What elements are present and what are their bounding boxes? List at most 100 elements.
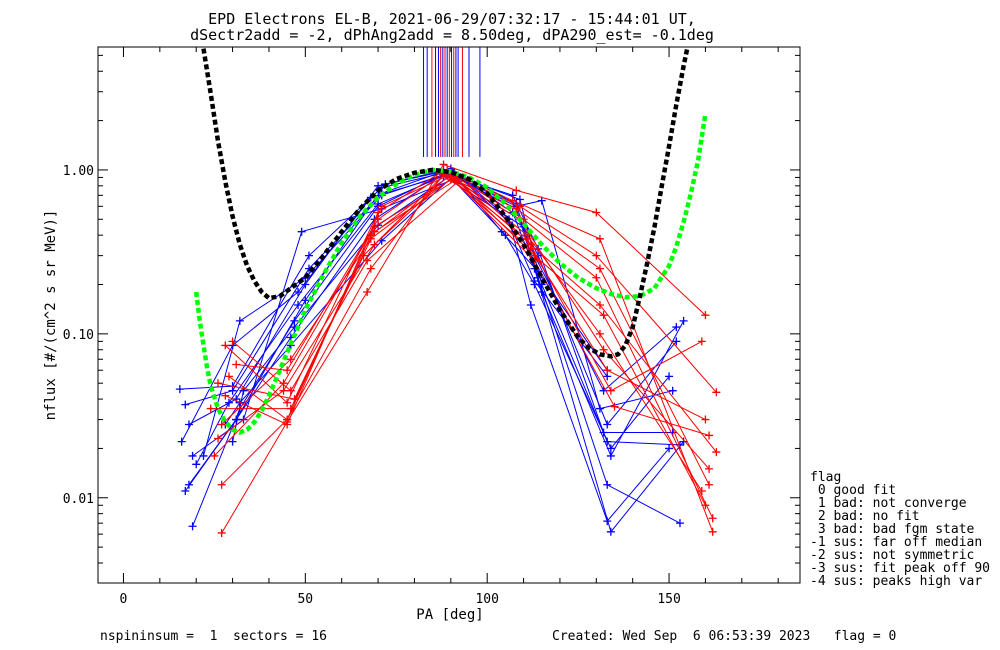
series-8-point-8 <box>672 337 681 346</box>
series-0-point-0 <box>175 385 184 394</box>
legend: flag 0 good fit 1 bad: not converge 2 ba… <box>810 470 990 589</box>
black-fit-curve <box>201 48 690 359</box>
series-15-point-1 <box>283 398 292 407</box>
series-8-point-0 <box>192 460 201 469</box>
series-15-point-5 <box>595 264 604 273</box>
series-18-point-6 <box>701 501 710 510</box>
chart-title-line-2: dSectr2add = -2, dPhAng2add = 8.50deg, d… <box>190 26 714 44</box>
series-14-point-0 <box>214 434 223 443</box>
series-22-line <box>225 175 703 426</box>
series-8-point-7 <box>603 420 612 429</box>
series-21-point-1 <box>286 355 295 364</box>
footer-left: nspininsum = 1 sectors = 16 <box>100 629 327 644</box>
series-8-line <box>195 175 677 465</box>
series-3-point-2 <box>294 288 303 297</box>
series-17-point-6 <box>712 448 721 457</box>
series-18-point-1 <box>286 386 295 395</box>
series-13-point-5 <box>595 234 604 243</box>
series-15-point-6 <box>705 480 714 489</box>
series-16-point-0 <box>206 404 215 413</box>
series-23-point-2 <box>370 227 379 236</box>
series-12-point-4 <box>512 186 521 195</box>
series-23-point-0 <box>214 379 223 388</box>
series-7-point-0 <box>181 486 190 495</box>
series-22-point-4 <box>523 234 532 243</box>
legend-entry-2: 2 bad: no fit <box>810 509 920 524</box>
legend-entry-5: -2 sus: not symmetric <box>810 548 974 563</box>
legend-entry-6: -3 sus: fit peak off 90 <box>810 561 990 576</box>
series-20-point-5 <box>599 345 608 354</box>
x-tick-label-1: 50 <box>297 592 313 607</box>
series-20-point-6 <box>705 464 714 473</box>
series-0-line <box>179 171 681 446</box>
series-19-point-6 <box>697 486 706 495</box>
series-8-point-1 <box>224 398 233 407</box>
series-12-line <box>221 163 706 534</box>
series-1-point-7 <box>606 451 615 460</box>
series-3-point-7 <box>606 527 615 536</box>
series-14-point-5 <box>592 251 601 260</box>
y-tick-label-1: 0.10 <box>63 328 94 343</box>
series-20-point-1 <box>283 366 292 375</box>
series-1-line <box>185 170 685 458</box>
series-15-point-0 <box>221 341 230 350</box>
series-12-point-0 <box>217 528 226 537</box>
series-19-point-5 <box>595 329 604 338</box>
footer-right: Created: Wed Sep 6 06:53:39 2023 flag = … <box>552 629 896 644</box>
series-layer <box>175 160 721 537</box>
series-0-point-5 <box>515 195 524 204</box>
series-18-point-2 <box>363 256 372 265</box>
series-22-point-2 <box>377 202 386 211</box>
series-23-point-6 <box>705 431 714 440</box>
series-17-point-5 <box>595 300 604 309</box>
series-16-point-2 <box>359 251 368 260</box>
legend-entry-3: 3 bad: bad fgm state <box>810 522 975 537</box>
series-17-point-0 <box>224 372 233 381</box>
series-2-point-7 <box>603 480 612 489</box>
series-5-point-6 <box>526 300 535 309</box>
series-12-point-6 <box>701 311 710 320</box>
series-9-point-8 <box>665 372 674 381</box>
series-9-point-0 <box>199 451 208 460</box>
series-12-point-3 <box>439 160 448 169</box>
series-14-point-6 <box>712 388 721 397</box>
series-18-point-0 <box>228 337 237 346</box>
series-5-point-2 <box>301 296 310 305</box>
series-13-point-2 <box>366 264 375 273</box>
green-fit-curve <box>193 113 708 435</box>
series-11-point-6 <box>530 277 539 286</box>
series-18-point-5 <box>599 311 608 320</box>
legend-entry-4: -1 sus: far off median <box>810 535 982 550</box>
x-tick-label-3: 150 <box>657 592 680 607</box>
series-23-point-5 <box>610 402 619 411</box>
series-12-point-2 <box>363 288 372 297</box>
series-23-point-3 <box>450 176 459 185</box>
series-13-line <box>221 169 714 532</box>
legend-title: flag <box>810 470 841 485</box>
fits-layer <box>193 48 708 435</box>
series-16-point-5 <box>592 273 601 282</box>
series-8-point-2 <box>294 300 303 309</box>
series-5-point-0 <box>184 480 193 489</box>
series-21-point-6 <box>701 415 710 424</box>
series-10-point-5 <box>497 227 506 236</box>
vertical-marks <box>423 47 481 157</box>
series-20-line <box>236 173 710 470</box>
series-5-point-7 <box>603 517 612 526</box>
series-19-point-1 <box>279 379 288 388</box>
series-0-point-2 <box>304 251 313 260</box>
series-21-point-0 <box>217 420 226 429</box>
series-7-point-8 <box>668 386 677 395</box>
series-3-point-8 <box>679 437 688 446</box>
series-23-point-1 <box>290 395 299 404</box>
y-tick-label-2: 1.00 <box>63 164 94 179</box>
series-21-point-5 <box>603 366 612 375</box>
series-2-line <box>188 169 681 524</box>
chart-title-line-1: EPD Electrons EL-B, 2021-06-29/07:32:17 … <box>208 10 696 28</box>
series-11-point-0 <box>228 437 237 446</box>
series-13-point-6 <box>708 527 717 536</box>
series-4-point-0 <box>188 522 197 531</box>
series-2-point-8 <box>675 519 684 528</box>
legend-entry-1: 1 bad: not converge <box>810 496 967 511</box>
